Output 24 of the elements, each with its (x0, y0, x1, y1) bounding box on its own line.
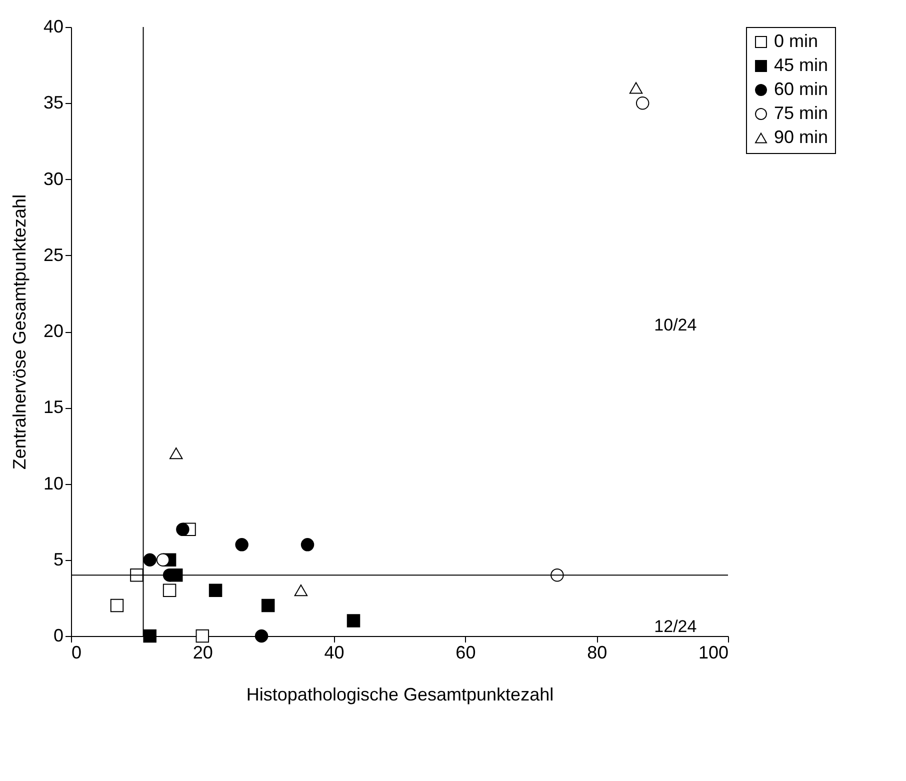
y-tick-label: 5 (53, 549, 64, 570)
legend-label: 0 min (774, 31, 818, 51)
x-axis-title: Histopathologische Gesamtpunktezahl (246, 684, 554, 704)
x-tick-label: 0 (72, 642, 82, 662)
x-tick-label: 60 (456, 642, 476, 662)
y-tick-label: 15 (43, 397, 64, 418)
y-tick-label: 20 (43, 321, 64, 341)
legend-label: 60 min (774, 79, 828, 99)
x-tick-label: 100 (698, 642, 728, 662)
legend-label: 90 min (774, 127, 828, 147)
x-tick-label: 20 (192, 642, 213, 662)
y-tick-label: 40 (43, 16, 64, 36)
annotation: 10/24 (654, 315, 697, 334)
y-tick-label: 0 (53, 626, 64, 646)
y-tick-label: 35 (43, 92, 64, 113)
legend-label: 75 min (774, 103, 828, 123)
y-tick-label: 30 (43, 168, 64, 189)
legend-label: 45 min (774, 55, 828, 75)
y-tick-label: 10 (43, 473, 64, 494)
y-tick-label: 25 (43, 244, 64, 265)
y-axis-title: Zentralnervöse Gesamtpunktezahl (9, 194, 30, 470)
x-tick-label: 80 (587, 642, 608, 662)
x-tick-label: 40 (324, 642, 344, 662)
annotation: 12/24 (654, 616, 697, 636)
